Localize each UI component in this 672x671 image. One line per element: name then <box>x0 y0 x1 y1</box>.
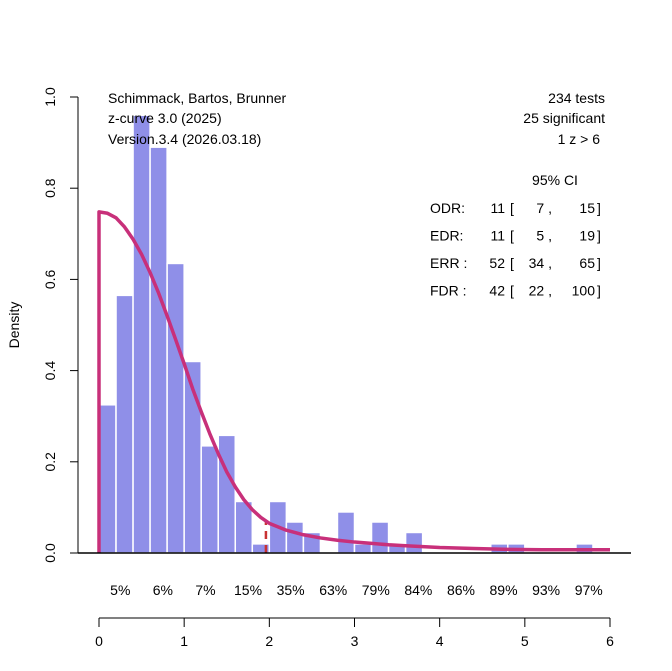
power-label: 5% <box>110 582 130 598</box>
version-label: z-curve 3.0 (2025) <box>108 110 222 126</box>
ci-bracket-close: ] <box>597 255 601 271</box>
power-label: 86% <box>447 582 475 598</box>
ci-bracket-open: [ <box>510 200 514 216</box>
ci-upper: 65 <box>579 255 595 271</box>
histogram-bar <box>353 543 373 554</box>
ci-table: ODR: 11 [7 , 15] EDR: 11 [5 , 19] ERR : 52 [34 , 65… <box>430 200 601 299</box>
ci-row: ERR : 52 [34 , 65] <box>430 255 601 271</box>
ci-estimate: 11 <box>490 228 505 244</box>
histogram-bar <box>404 531 424 554</box>
histogram-bar <box>285 521 305 554</box>
ci-bracket-close: ] <box>597 283 601 299</box>
ci-lower: 5 , <box>536 228 552 244</box>
z-gt-6-count: 1 z > 6 <box>558 131 601 147</box>
histogram-bar <box>370 521 390 554</box>
ci-bracket-open: [ <box>510 283 514 299</box>
histogram-bar <box>98 404 117 554</box>
ci-upper: 15 <box>579 200 595 216</box>
y-axis-label: Density <box>6 302 22 349</box>
y-axis: 0.0 0.2 0.4 0.6 0.8 1.0 <box>42 87 631 563</box>
power-label: 35% <box>277 582 305 598</box>
ci-row: ODR: 11 [7 , 15] <box>430 200 601 216</box>
y-tick-label: 0.8 <box>42 178 58 198</box>
authors-label: Schimmack, Bartos, Brunner <box>108 90 287 106</box>
ci-estimate: 42 <box>489 283 505 299</box>
ci-estimate: 52 <box>489 255 505 271</box>
ci-row: FDR : 42 [22 , 100] <box>430 283 601 299</box>
ci-lower: 34 , <box>529 255 552 271</box>
ci-upper: 100 <box>572 283 596 299</box>
power-label: 6% <box>153 582 173 598</box>
ci-row-label: ODR: <box>430 200 465 216</box>
x-axis: 0 1 2 3 4 5 6 <box>95 617 614 649</box>
ci-row-label: FDR : <box>430 283 467 299</box>
power-label: 7% <box>195 582 215 598</box>
power-label: 84% <box>404 582 432 598</box>
ci-estimate: 11 <box>490 200 505 216</box>
x-tick-label: 3 <box>351 633 359 649</box>
y-tick-label: 0.4 <box>42 361 58 381</box>
x-tick-label: 6 <box>606 633 614 649</box>
ci-header: 95% CI <box>532 172 578 188</box>
power-label: 15% <box>234 582 262 598</box>
ci-upper: 19 <box>579 228 595 244</box>
power-label: 79% <box>362 582 390 598</box>
y-tick-label: 0.2 <box>42 452 58 472</box>
ci-bracket-close: ] <box>597 200 601 216</box>
annotation-top-right: 234 tests 25 significant 1 z > 6 95% CI <box>523 90 605 188</box>
histogram-bar <box>132 114 151 554</box>
power-label: 89% <box>490 582 518 598</box>
zcurve-line <box>97 210 610 553</box>
ci-lower: 22 , <box>529 283 552 299</box>
histogram-bar <box>166 262 185 554</box>
ci-row-label: EDR: <box>430 228 463 244</box>
y-tick-label: 0.0 <box>42 543 58 563</box>
ci-row-label: ERR : <box>430 255 467 271</box>
ci-row: EDR: 11 [5 , 19] <box>430 228 601 244</box>
ci-lower: 7 , <box>536 200 552 216</box>
ci-bracket-open: [ <box>510 228 514 244</box>
y-tick-label: 1.0 <box>42 87 58 107</box>
x-tick-label: 2 <box>265 633 273 649</box>
curve-group <box>97 210 610 553</box>
x-tick-label: 1 <box>180 633 188 649</box>
annotation-top-left: Schimmack, Bartos, Brunner z-curve 3.0 (… <box>108 90 287 147</box>
histogram-bar <box>217 434 237 554</box>
power-labels: 5% 6% 7% 15% 35% 63% 79% 84% 86% 89% 93% 97% <box>110 582 603 598</box>
power-label: 63% <box>319 582 347 598</box>
histogram-bar <box>149 146 168 554</box>
histogram-bar <box>115 294 134 554</box>
histogram-bar <box>200 445 219 554</box>
x-tick-label: 5 <box>521 633 529 649</box>
tests-count: 234 tests <box>548 90 605 106</box>
significant-count: 25 significant <box>523 110 605 126</box>
build-label: Version.3.4 (2026.03.18) <box>108 131 261 147</box>
power-label: 93% <box>532 582 560 598</box>
histogram-bar <box>336 511 356 554</box>
ci-bracket-close: ] <box>597 228 601 244</box>
y-tick-label: 0.6 <box>42 269 58 289</box>
x-tick-label: 0 <box>95 633 103 649</box>
ci-bracket-open: [ <box>510 255 514 271</box>
x-tick-label: 4 <box>436 633 444 649</box>
histogram-bars <box>98 114 594 554</box>
power-label: 97% <box>575 582 603 598</box>
